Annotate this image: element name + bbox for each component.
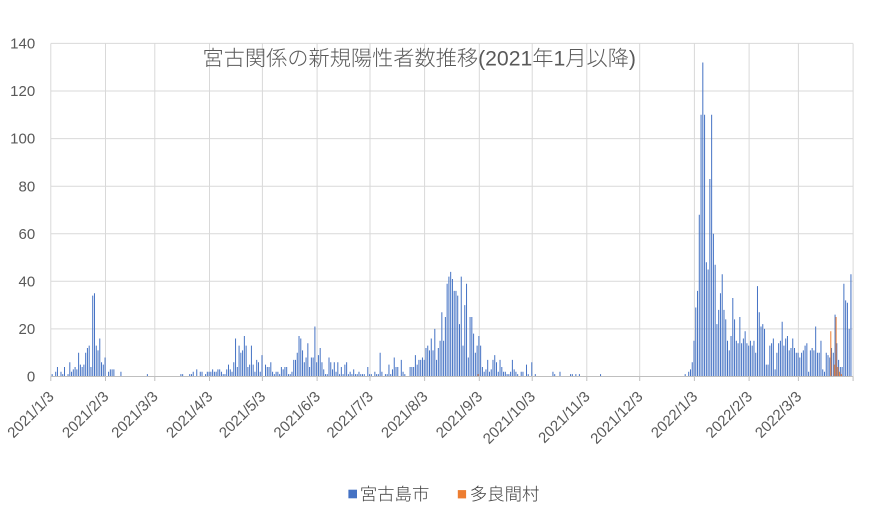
- svg-text:1: 1: [554, 48, 566, 71]
- svg-text:80: 80: [19, 178, 36, 195]
- svg-text:20: 20: [19, 321, 36, 338]
- svg-text:120: 120: [10, 83, 35, 100]
- svg-text:40: 40: [19, 273, 36, 290]
- svg-text:140: 140: [10, 36, 35, 53]
- svg-text:100: 100: [10, 131, 35, 148]
- svg-text:(2021: (2021: [478, 48, 532, 71]
- svg-text:60: 60: [19, 226, 36, 243]
- svg-text:): ): [629, 48, 636, 71]
- svg-text:0: 0: [27, 369, 35, 386]
